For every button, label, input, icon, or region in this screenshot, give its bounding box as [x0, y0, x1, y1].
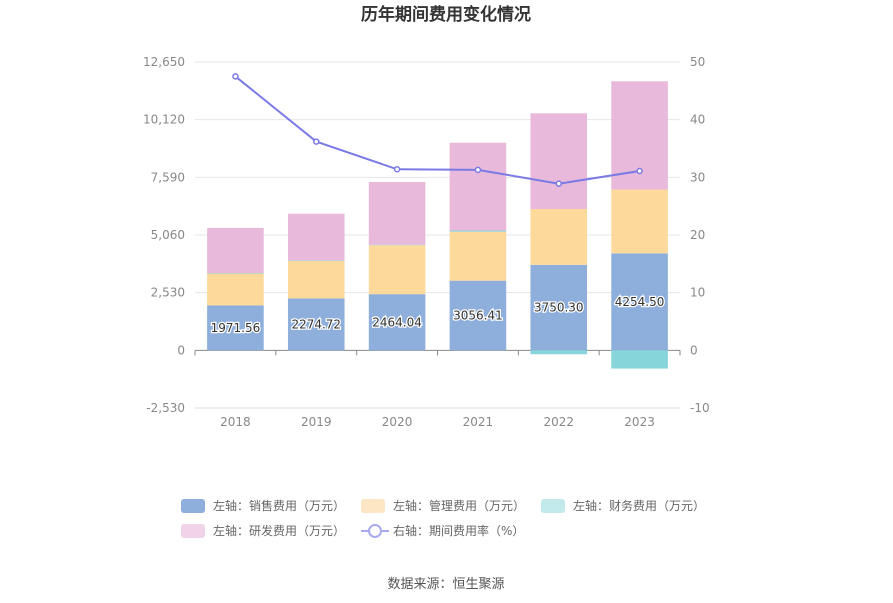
bar-segment [207, 305, 264, 351]
bar-segment [287, 260, 345, 299]
x-axis-tick-label: 2021 [463, 415, 494, 429]
legend-swatch [361, 499, 385, 513]
legend-label: 左轴：管理费用（万元） [393, 498, 525, 513]
rate-line-point [393, 166, 401, 173]
rate-line-point [313, 138, 320, 145]
legend-swatch [181, 499, 205, 513]
x-axis-tick-label: 2023 [624, 415, 655, 429]
bar-segment [611, 253, 668, 351]
bar-segment [530, 264, 588, 351]
left-axis-tick-label: -2,530 [146, 401, 185, 415]
right-axis-tick-label: 30 [690, 170, 705, 184]
left-axis-tick-label: 12,650 [143, 55, 185, 69]
bar-segment [530, 113, 588, 210]
left-axis-tick-label: 5,060 [151, 228, 185, 242]
bar-segment [449, 231, 507, 281]
x-axis-tick-label: 2020 [382, 415, 413, 429]
legend-label: 右轴：期间费用率（%） [393, 523, 524, 538]
legend-label: 左轴：财务费用（万元） [573, 498, 705, 513]
right-axis: -10 0 10 20 30 40 50 [690, 55, 710, 415]
right-axis-tick-label: 20 [690, 228, 705, 242]
data-source-note: 数据来源：恒生聚源 [387, 577, 504, 592]
bar-segment [207, 273, 264, 274]
bar-segment [530, 350, 588, 355]
x-axis-tick-label: 2022 [543, 415, 574, 429]
left-axis-tick-label: 7,590 [151, 170, 185, 184]
right-axis-tick-label: 40 [690, 113, 705, 127]
chart-title: 历年期间费用变化情况 [361, 4, 531, 25]
bar-value-label: 2464.04 [372, 315, 422, 329]
right-axis-tick-label: 10 [690, 286, 705, 300]
rate-line [232, 73, 643, 187]
bar-segment [530, 209, 588, 265]
x-axis-tick-label: 2019 [301, 415, 332, 429]
right-axis-tick-label: -10 [690, 401, 710, 415]
right-axis-tick-label: 0 [690, 343, 698, 357]
left-axis-tick-label: 10,120 [143, 113, 185, 127]
bars [207, 81, 668, 369]
x-axis: 2018 2019 2020 2021 2022 2023 [194, 349, 681, 429]
legend-swatch [181, 524, 205, 538]
bar-segment [207, 227, 264, 274]
rate-line-point [555, 180, 562, 187]
left-axis-tick-label: 2,530 [151, 286, 185, 300]
bar-segment [611, 350, 668, 369]
bar-segment [368, 245, 426, 295]
bar-segment [368, 244, 426, 246]
legend-label: 左轴：销售费用（万元） [213, 498, 345, 513]
bar-labels: 1971.56 2274.72 2464.04 3056.41 3750.30 4254.… [209, 294, 665, 337]
bar-value-label: 3056.41 [453, 309, 503, 323]
bar-segment [611, 189, 668, 254]
left-axis-tick-label: 0 [177, 343, 185, 357]
bar-value-label: 4254.50 [615, 295, 665, 309]
bar-segment [287, 298, 345, 351]
bar-segment [449, 142, 507, 231]
legend: 左轴：销售费用（万元） 左轴：管理费用（万元） 左轴：财务费用（万元） 左轴：研发费用… [181, 498, 705, 538]
legend-swatch [541, 499, 565, 513]
bar-segment [287, 213, 345, 261]
right-axis-tick-label: 50 [690, 55, 705, 69]
bar-segment [368, 294, 426, 351]
bar-segment [449, 230, 507, 232]
bar-segment [287, 260, 345, 261]
x-axis-tick-label: 2018 [220, 415, 251, 429]
bar-segment [449, 280, 507, 351]
rate-line-point [232, 73, 239, 80]
bar-segment [368, 182, 426, 245]
legend-line-marker [368, 524, 382, 538]
bar-segment [207, 273, 264, 306]
bar-value-label: 2274.72 [291, 317, 341, 331]
rate-line-point [636, 167, 643, 175]
bar-value-label: 1971.56 [211, 321, 261, 335]
legend-label: 左轴：研发费用（万元） [213, 523, 345, 538]
rate-line-path [234, 75, 640, 185]
left-axis: -2,530 0 2,530 5,060 7,590 10,120 12,650 [143, 55, 185, 415]
rate-line-point [474, 166, 482, 174]
bar-value-label: 3750.30 [534, 301, 584, 315]
grid-lines [195, 61, 680, 409]
